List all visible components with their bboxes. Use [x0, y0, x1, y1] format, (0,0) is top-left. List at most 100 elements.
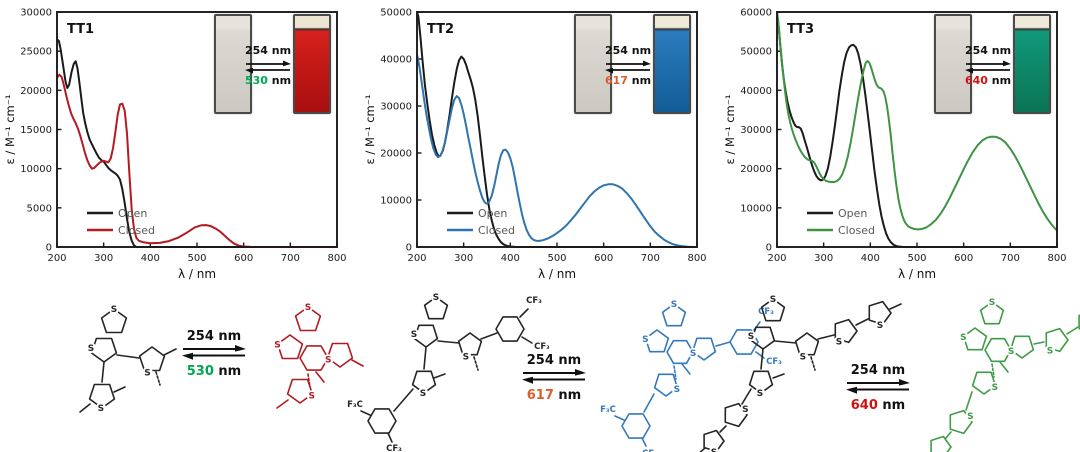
ring	[1045, 327, 1069, 353]
spectrum-plot: 200 300 400 500 600 700 800 0 10000 20000 30000 400…	[363, 8, 707, 282]
sulfur-atom-label: S	[642, 335, 648, 345]
ring	[299, 345, 329, 371]
ring	[294, 306, 322, 332]
atom-label-bg	[460, 351, 472, 362]
structures-row: S S S S S S S S 254 nm 530 nm S S S S CF₃ CF₃ F₃C CF₃ S S S S…	[0, 285, 1080, 452]
sulfur-atom-label: S	[690, 349, 696, 359]
plot-frame	[416, 11, 698, 248]
atom-label-bg	[108, 303, 120, 315]
sulfur-atom-label: S	[748, 332, 754, 342]
backward-wavelength-value: 640	[965, 74, 988, 87]
atom-label-bg	[302, 301, 314, 313]
equilibrium-arrows-icon	[846, 379, 910, 394]
plot-frame	[776, 11, 1058, 248]
atom-label-bg	[671, 383, 683, 395]
skeleton	[930, 301, 1080, 452]
atom-label-bg	[640, 333, 651, 345]
atom-label-bg	[1005, 345, 1017, 357]
ring	[760, 298, 786, 322]
svg-text:800: 800	[687, 253, 706, 264]
sulfur-atom-label: S	[411, 330, 417, 340]
svg-text:5000: 5000	[27, 203, 52, 214]
bond	[715, 341, 731, 347]
sulfur-atom-label: S	[800, 352, 806, 362]
substituent-label: CF₃	[534, 342, 549, 352]
spectrum-plot: 200 300 400 500 600 700 800 0 10000 20000 30000 400…	[723, 8, 1067, 282]
bond	[480, 332, 498, 340]
equilibrium-arrows-icon	[245, 59, 291, 74]
svg-text:60000: 60000	[740, 8, 772, 19]
atom-label-bg	[430, 291, 442, 303]
ring	[949, 409, 973, 435]
skeleton	[360, 296, 533, 443]
atom-label-bg	[965, 410, 976, 422]
reaction-equilibrium-arrows	[845, 378, 911, 398]
bond	[855, 318, 869, 326]
stereo-hash-bond	[307, 373, 311, 388]
inset-forward-wavelength: 254 nm	[965, 44, 1012, 57]
backward-wavelength-value: 617	[526, 388, 554, 403]
inset-forward-wavelength: 254 nm	[605, 44, 652, 57]
sulfur-atom-label: S	[711, 448, 717, 452]
sulfur-atom-label: S	[325, 356, 331, 366]
legend-label-closed: Closed	[478, 224, 515, 237]
equilibrium-arrows-icon	[605, 60, 651, 74]
svg-text:300: 300	[454, 253, 473, 264]
ring	[90, 337, 118, 363]
chart-title: TT1	[67, 22, 94, 37]
backward-wavelength-value: 530	[245, 74, 268, 87]
molecule-tt2-open: S S S S CF₃ CF₃ F₃C CF₃	[344, 287, 550, 452]
bond	[163, 348, 177, 356]
reaction-arrows-tt2: 254 nm 617 nm	[521, 353, 587, 403]
atom-label-bg	[740, 403, 751, 415]
svg-text:700: 700	[641, 253, 660, 264]
svg-text:600: 600	[954, 253, 973, 264]
bond	[965, 391, 973, 411]
atom-label-bg	[986, 296, 998, 308]
atom-label-bg	[708, 446, 720, 452]
atom-label-bg	[833, 336, 845, 347]
svg-text:600: 600	[234, 253, 253, 264]
x-axis-label: λ / nm	[538, 267, 576, 281]
bond	[699, 447, 706, 452]
sulfur-atom-label: S	[992, 383, 998, 393]
legend: Open Closed	[87, 207, 155, 237]
atom-label-bg	[306, 390, 317, 401]
skeleton	[79, 308, 177, 413]
legend-label-closed: Closed	[118, 224, 155, 237]
reaction-arrows-tt3: 254 nm 640 nm	[845, 363, 911, 413]
ring	[1078, 314, 1080, 330]
svg-text:800: 800	[327, 253, 346, 264]
sulfur-atom-label: S	[770, 295, 776, 305]
legend-label-open: Open	[838, 207, 867, 220]
svg-text:200: 200	[767, 253, 786, 264]
bond	[101, 361, 105, 383]
sulfur-atom-label: S	[989, 298, 995, 308]
reaction-arrows-tt1: 254 nm 530 nm	[181, 329, 247, 379]
y-axis-label: ε / M⁻¹ cm⁻¹	[723, 95, 737, 165]
svg-text:400: 400	[861, 253, 880, 264]
ring	[750, 326, 776, 350]
stereo-hash-bond	[810, 356, 816, 371]
reaction-equilibrium-arrows	[181, 344, 247, 364]
backward-wavelength-value: 530	[186, 364, 214, 379]
ring	[413, 324, 439, 348]
bond	[437, 340, 460, 344]
atom-label-bg	[668, 298, 680, 310]
equilibrium-arrows-icon	[245, 60, 291, 74]
atom-label-bg	[687, 347, 699, 359]
sulfur-atom-label: S	[463, 352, 469, 362]
inset-forward-wavelength: 254 nm	[245, 44, 292, 57]
substituent-label: CF₃	[642, 449, 658, 452]
legend: Open Closed	[447, 207, 515, 237]
molecule-tt2-open-drawing: S S S S CF₃ CF₃ F₃C CF₃	[347, 291, 550, 452]
stereo-hash-bond	[673, 365, 677, 380]
svg-text:400: 400	[501, 253, 520, 264]
sulfur-atom-label: S	[757, 389, 763, 399]
molecule-tt1-closed: S S S S	[250, 300, 378, 452]
equilibrium-arrows-icon	[965, 60, 1011, 74]
svg-text:40000: 40000	[380, 55, 412, 66]
bond	[889, 303, 902, 310]
sulfur-atom-label: S	[877, 321, 883, 331]
bond	[999, 361, 1009, 373]
